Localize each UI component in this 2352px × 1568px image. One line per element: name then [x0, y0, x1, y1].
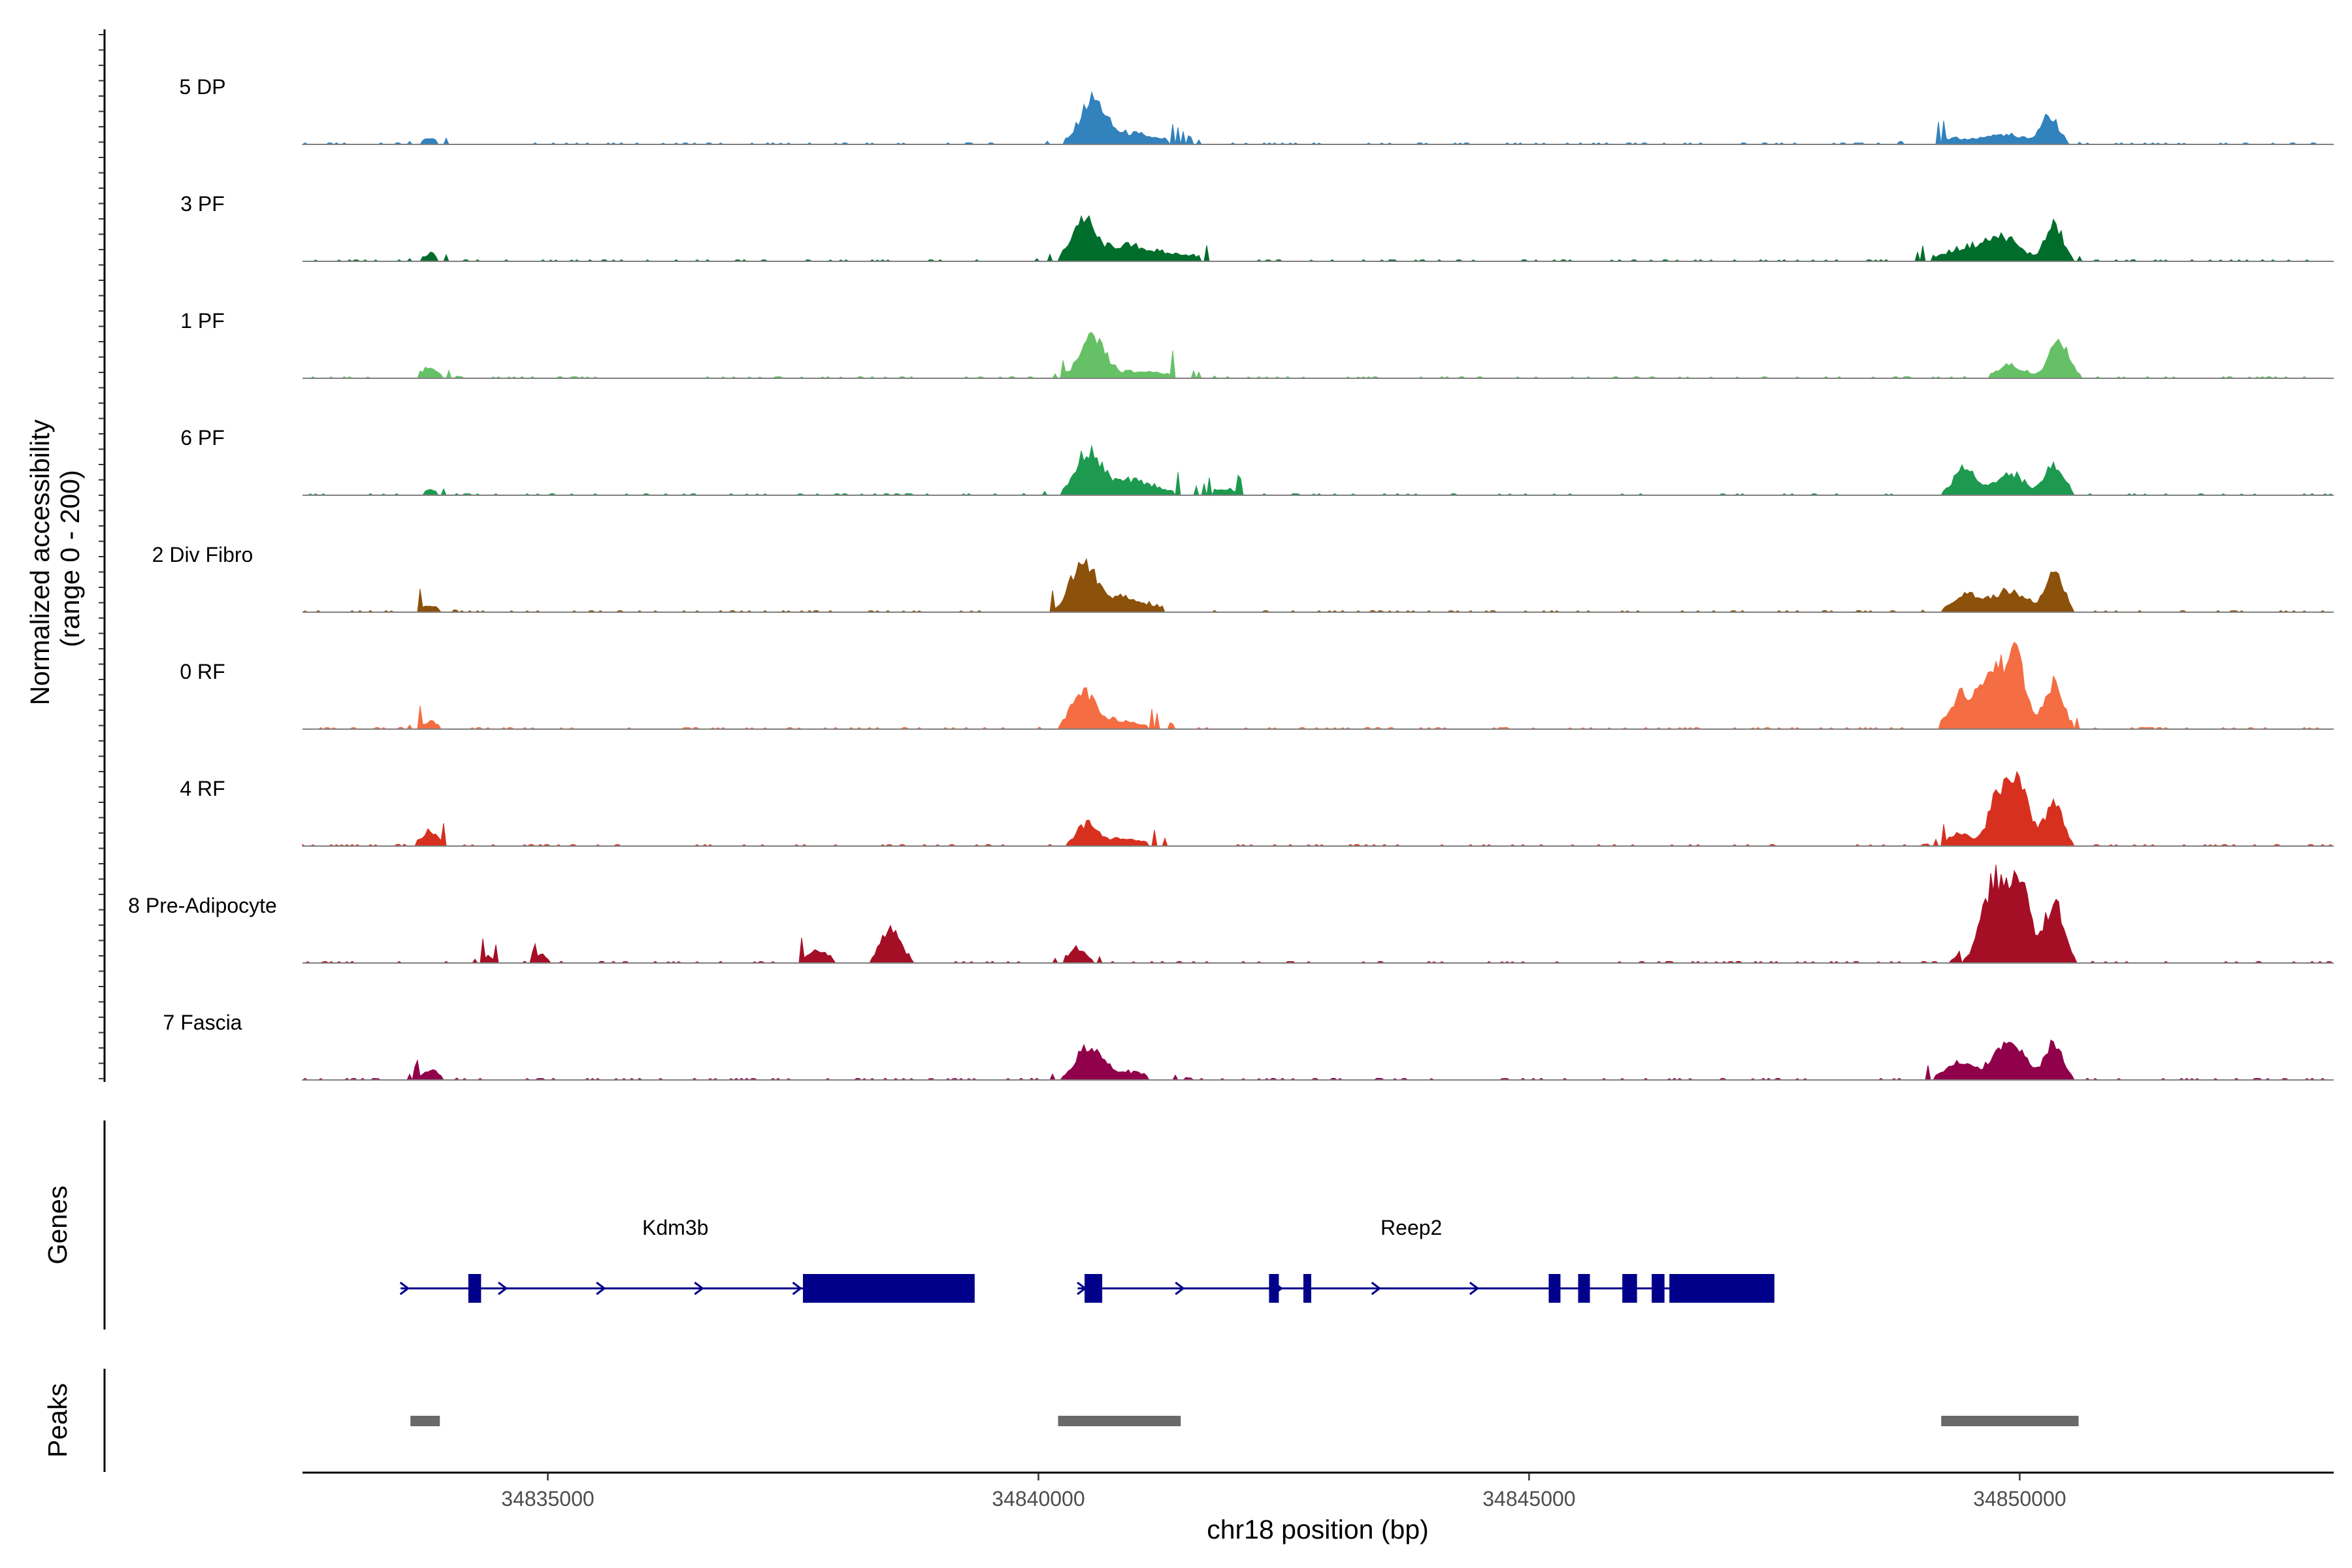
gene-exon — [468, 1274, 482, 1303]
x-axis-title: chr18 position (bp) — [1207, 1514, 1429, 1544]
x-tick-label: 34840000 — [992, 1487, 1085, 1511]
strand-arrow — [497, 1281, 508, 1296]
track-7-fascia: 7 Fascia — [163, 1011, 2334, 1081]
track-6-pf: 6 PF — [180, 426, 2334, 497]
y-axis-title-line-1: Normalized accessibility — [25, 419, 55, 705]
gene-exon — [1085, 1274, 1103, 1303]
accessibility-axis — [99, 29, 106, 1082]
track-8-pre-adipocyte: 8 Pre-Adipocyte — [128, 864, 2334, 964]
track-label: 1 PF — [180, 309, 225, 333]
track-5-dp: 5 DP — [179, 75, 2334, 146]
track-label: 8 Pre-Adipocyte — [128, 894, 277, 917]
gene-exon — [1548, 1274, 1561, 1303]
gene-exon — [1669, 1274, 1774, 1303]
gene-exon — [1652, 1274, 1665, 1303]
gene-label: Kdm3b — [642, 1216, 708, 1239]
coverage-area — [302, 642, 2334, 730]
track-label: 5 DP — [179, 75, 225, 99]
strand-arrow — [1175, 1281, 1185, 1296]
coverage-area — [302, 446, 2334, 497]
track-3-pf: 3 PF — [180, 192, 2334, 262]
coverage-area — [301, 90, 2334, 146]
gene-exon — [1303, 1274, 1311, 1303]
x-axis-ticks: 34835000 34840000 34845000 34850000 — [501, 1473, 2066, 1511]
y-axis-title-line-2: (range 0 - 200) — [55, 470, 85, 647]
gene-exon — [1269, 1274, 1279, 1303]
peak-region — [410, 1416, 440, 1426]
strand-arrow — [694, 1281, 704, 1296]
gene-exon — [1578, 1274, 1590, 1303]
coverage-area — [302, 770, 2334, 847]
gene-annotation-track: Kdm3b Reep2 — [399, 1216, 1774, 1303]
strand-arrow — [596, 1281, 606, 1296]
strand-arrow — [792, 1281, 802, 1296]
y-axis-title: Normalized accessibility (range 0 - 200) — [25, 412, 85, 706]
track-0-rf: 0 RF — [180, 642, 2334, 730]
coverage-area — [302, 864, 2334, 964]
gene-label: Reep2 — [1380, 1216, 1442, 1239]
track-label: 2 Div Fibro — [152, 543, 253, 566]
coverage-area — [301, 1039, 2334, 1081]
peaks-panel-label: Peaks — [42, 1383, 73, 1458]
gene-reep2: Reep2 — [1077, 1216, 1774, 1303]
track-1-pf: 1 PF — [180, 309, 2334, 380]
track-label: 4 RF — [180, 777, 225, 800]
strand-arrow — [1371, 1281, 1382, 1296]
x-tick-label: 34850000 — [1973, 1487, 2066, 1511]
x-tick-label: 34835000 — [501, 1487, 594, 1511]
track-label: 6 PF — [180, 426, 225, 449]
coverage-area — [302, 332, 2334, 380]
track-label: 7 Fascia — [163, 1011, 242, 1034]
strand-arrow — [399, 1281, 410, 1296]
track-4-rf: 4 RF — [180, 770, 2334, 847]
coverage-tracks: 5 DP 3 PF 1 PF 6 PF 2 Div Fibro 0 RF 4 RF 8 Pre… — [128, 75, 2334, 1081]
coverage-area — [302, 557, 2334, 613]
gene-exon — [802, 1274, 975, 1303]
peak-region-track — [410, 1416, 2079, 1426]
genes-panel-label: Genes — [42, 1186, 73, 1265]
peak-region — [1941, 1416, 2079, 1426]
track-2-div-fibro: 2 Div Fibro — [152, 543, 2334, 613]
gene-exon — [1622, 1274, 1637, 1303]
gene-kdm3b: Kdm3b — [399, 1216, 975, 1303]
x-tick-label: 34845000 — [1482, 1487, 1575, 1511]
coverage-area — [302, 215, 2334, 262]
peak-region — [1058, 1416, 1181, 1426]
track-label: 0 RF — [180, 660, 225, 683]
strand-arrow — [1469, 1281, 1480, 1296]
track-label: 3 PF — [180, 192, 225, 216]
